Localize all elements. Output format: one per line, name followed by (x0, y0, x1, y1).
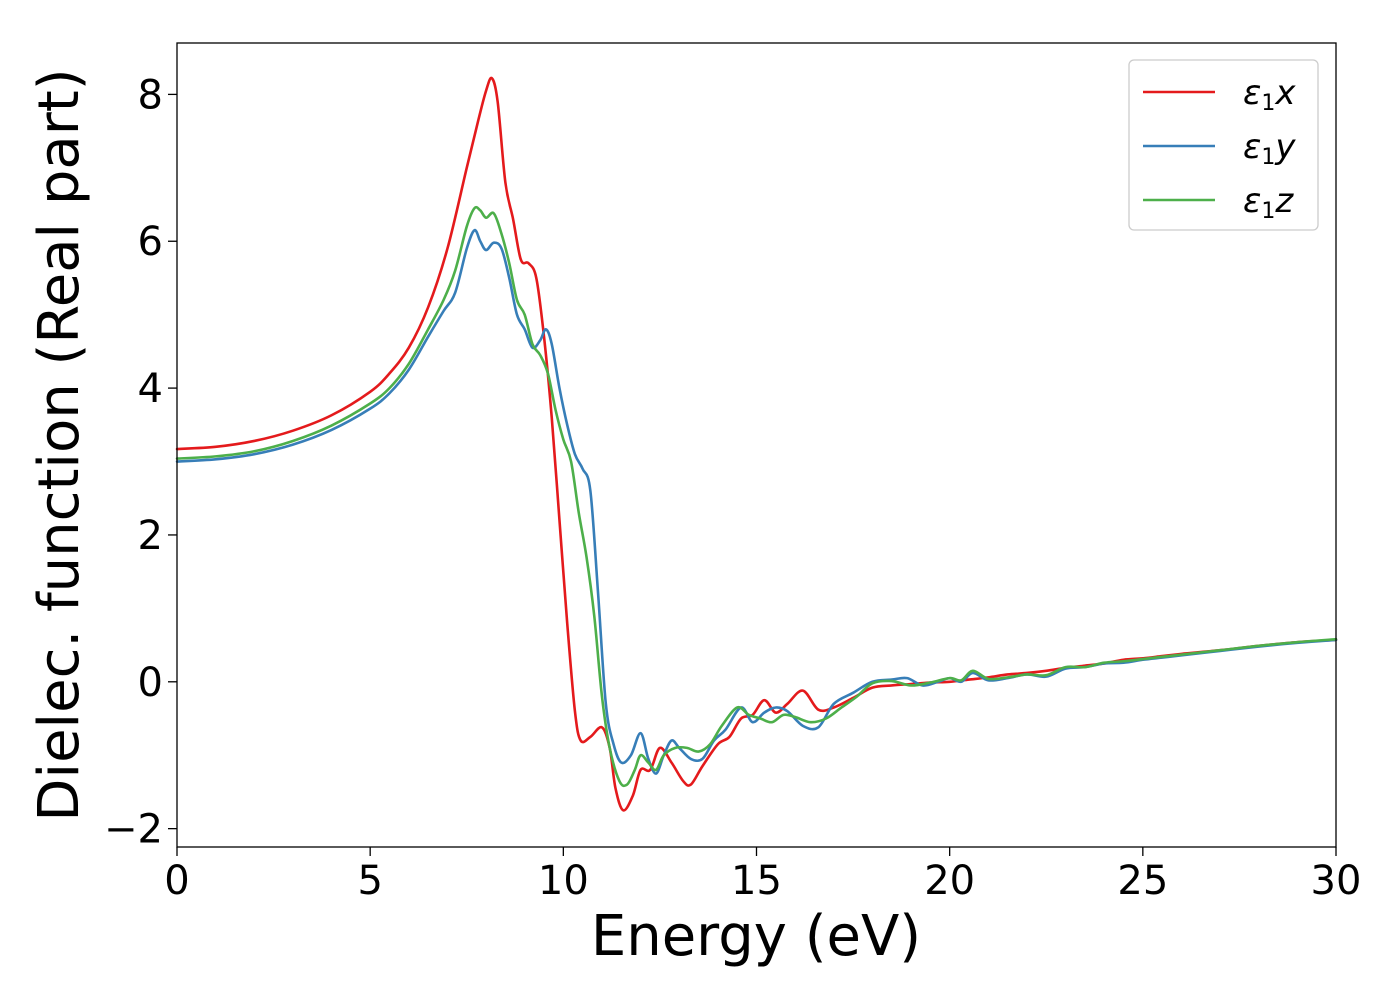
x-tick-label: 10 (538, 858, 589, 904)
series-line-x (175, 76, 1338, 812)
legend-label-z: ε1z (1243, 181, 1294, 224)
x-tick-label: 30 (1311, 858, 1362, 904)
x-tick-label: 5 (357, 858, 382, 904)
series-line-z (175, 205, 1338, 788)
legend-subscript: 1 (1261, 145, 1275, 170)
legend-box (1128, 59, 1319, 231)
legend-label-y: ε1y (1243, 127, 1296, 170)
series-layer (175, 76, 1338, 812)
legend-variable: y (1274, 127, 1296, 167)
legend-subscript: 1 (1261, 91, 1275, 116)
x-tick-label: 25 (1117, 858, 1168, 904)
x-tick-label: 15 (731, 858, 782, 904)
y-tick-label: −2 (104, 807, 163, 853)
x-tick-label: 0 (164, 858, 189, 904)
legend-epsilon: ε (1243, 127, 1261, 167)
legend-variable: x (1274, 73, 1296, 113)
legend-subscript: 1 (1261, 199, 1275, 224)
legend-epsilon: ε (1243, 73, 1261, 113)
y-tick-label: 8 (138, 72, 163, 118)
y-tick-label: 6 (138, 219, 163, 265)
x-axis-ticks: 0 5 10 15 20 25 30 (164, 847, 1361, 904)
legend-variable: z (1274, 181, 1294, 221)
y-axis-ticks: −2 0 2 4 6 8 (104, 72, 177, 853)
legend-label-x: ε1x (1243, 73, 1296, 116)
y-tick-label: 4 (138, 366, 163, 412)
y-tick-label: 2 (138, 513, 163, 559)
y-axis-label: Dielec. function (Real part) (27, 68, 92, 821)
y-tick-label: 0 (138, 660, 163, 706)
legend-epsilon: ε (1243, 181, 1261, 221)
x-tick-label: 20 (924, 858, 975, 904)
x-axis-label: Energy (eV) (591, 904, 921, 969)
